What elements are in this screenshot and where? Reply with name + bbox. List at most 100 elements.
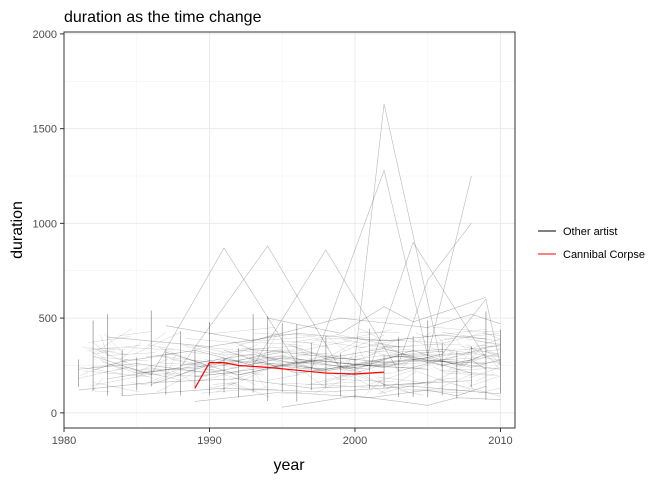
other-artist-texture-line xyxy=(368,345,390,350)
other-artist-series-line xyxy=(78,378,472,391)
other-artist-texture-line xyxy=(327,336,346,351)
other-artist-texture-line xyxy=(184,370,226,373)
other-artist-texture-line xyxy=(386,379,445,388)
other-artist-texture-line xyxy=(304,340,352,351)
other-artist-texture-line xyxy=(154,373,175,383)
other-artist-texture-line xyxy=(363,363,408,366)
other-artist-texture-line xyxy=(88,336,130,343)
other-artist-texture-line xyxy=(95,359,128,370)
other-artist-texture-line xyxy=(87,349,108,361)
other-artist-texture-line xyxy=(100,334,109,357)
other-artist-texture-line xyxy=(158,346,209,367)
other-artist-texture-line xyxy=(291,334,340,343)
other-artist-texture-line xyxy=(374,366,425,369)
other-artist-texture-line xyxy=(453,383,501,397)
other-artist-texture-line xyxy=(183,345,233,350)
other-artist-texture-line xyxy=(344,352,354,373)
other-artist-texture-line xyxy=(487,356,501,371)
other-artist-texture-line xyxy=(160,355,202,362)
other-artist-texture-line xyxy=(106,352,156,356)
other-artist-texture-line xyxy=(483,333,501,336)
other-artist-texture-line xyxy=(389,353,453,356)
other-artist-texture-line xyxy=(236,333,276,347)
other-artist-texture-line xyxy=(335,379,395,383)
other-artist-texture-line xyxy=(483,345,501,348)
other-artist-texture-line xyxy=(359,337,410,348)
other-artist-texture-line xyxy=(222,359,242,366)
other-artist-series-line xyxy=(165,314,501,342)
other-artist-texture-line xyxy=(352,345,397,362)
other-artist-texture-line xyxy=(195,345,224,353)
other-artist-texture-line xyxy=(119,331,152,336)
other-artist-texture-line xyxy=(92,328,133,354)
other-artist-texture-line xyxy=(281,382,347,387)
other-artist-texture-line xyxy=(117,366,162,377)
other-artist-texture-line xyxy=(185,338,245,344)
other-artist-texture-line xyxy=(376,339,441,343)
other-artist-texture-line xyxy=(390,360,453,363)
other-artist-texture-line xyxy=(394,363,408,374)
other-artist-texture-line xyxy=(230,366,277,380)
other-artist-texture-line xyxy=(461,345,501,356)
other-artist-texture-line xyxy=(211,353,255,356)
other-artist-series-line xyxy=(209,349,487,370)
legend-label-other-artist: Other artist xyxy=(563,226,617,238)
other-artist-texture-line xyxy=(358,364,393,366)
other-artist-texture-line xyxy=(388,351,416,359)
other-artist-texture-line xyxy=(372,362,430,366)
other-artist-texture-line xyxy=(441,331,501,342)
other-artist-texture-line xyxy=(256,349,304,351)
other-artist-texture-line xyxy=(82,347,126,350)
other-artist-texture-line xyxy=(271,350,330,355)
other-artist-texture-line xyxy=(341,371,387,395)
y-tick-label: 0 xyxy=(51,408,57,420)
other-artist-texture-line xyxy=(119,341,142,360)
other-artist-texture-line xyxy=(97,348,116,353)
other-artist-series-line xyxy=(93,247,472,376)
other-artist-texture-line xyxy=(439,338,456,341)
other-artist-texture-line xyxy=(374,342,404,349)
other-artist-texture-line xyxy=(377,380,431,395)
other-artist-texture-line xyxy=(341,329,392,341)
other-artist-texture-line xyxy=(466,380,475,392)
other-artist-texture-line xyxy=(413,370,473,391)
other-artist-texture-line xyxy=(266,374,300,381)
other-artist-texture-line xyxy=(447,368,493,371)
other-artist-texture-line xyxy=(293,364,349,378)
other-artist-texture-line xyxy=(165,355,177,378)
chart-title: duration as the time change xyxy=(64,9,262,26)
other-artist-texture-line xyxy=(309,354,341,360)
other-artist-texture-line xyxy=(150,367,163,371)
other-artist-texture-line xyxy=(360,382,425,389)
other-artist-texture-line xyxy=(292,360,344,381)
other-artist-texture-line xyxy=(204,368,244,381)
other-artist-texture-line xyxy=(235,348,263,355)
other-artist-texture-line xyxy=(293,364,326,388)
other-artist-texture-line xyxy=(90,374,147,387)
other-artist-texture-line xyxy=(170,358,215,371)
other-artist-texture-line xyxy=(218,344,258,363)
plot-panel xyxy=(64,32,515,428)
other-artist-texture-line xyxy=(346,355,384,361)
other-artist-texture-line xyxy=(133,331,182,355)
other-artist-texture-line xyxy=(358,328,378,338)
other-artist-texture-line xyxy=(91,359,128,371)
legend: Other artist Cannibal Corpse xyxy=(538,226,645,261)
other-artist-texture-line xyxy=(91,362,126,368)
other-artist-texture-line xyxy=(437,371,477,389)
legend-label-cannibal-corpse: Cannibal Corpse xyxy=(563,249,645,261)
other-artist-texture-line xyxy=(249,367,267,389)
other-artist-texture-line xyxy=(156,372,195,393)
other-artist-texture-line xyxy=(478,387,501,394)
other-artist-texture-line xyxy=(378,353,418,362)
other-artist-texture-line xyxy=(232,341,261,353)
other-artist-texture-line xyxy=(163,359,211,375)
other-artist-texture-line xyxy=(485,349,499,355)
other-artist-texture-line xyxy=(443,372,499,376)
other-artist-texture-line xyxy=(295,365,332,376)
other-artist-texture-line xyxy=(313,373,356,394)
other-artist-texture-line xyxy=(124,347,174,351)
other-artist-texture-line xyxy=(456,339,477,361)
other-artist-texture-line xyxy=(295,346,339,364)
